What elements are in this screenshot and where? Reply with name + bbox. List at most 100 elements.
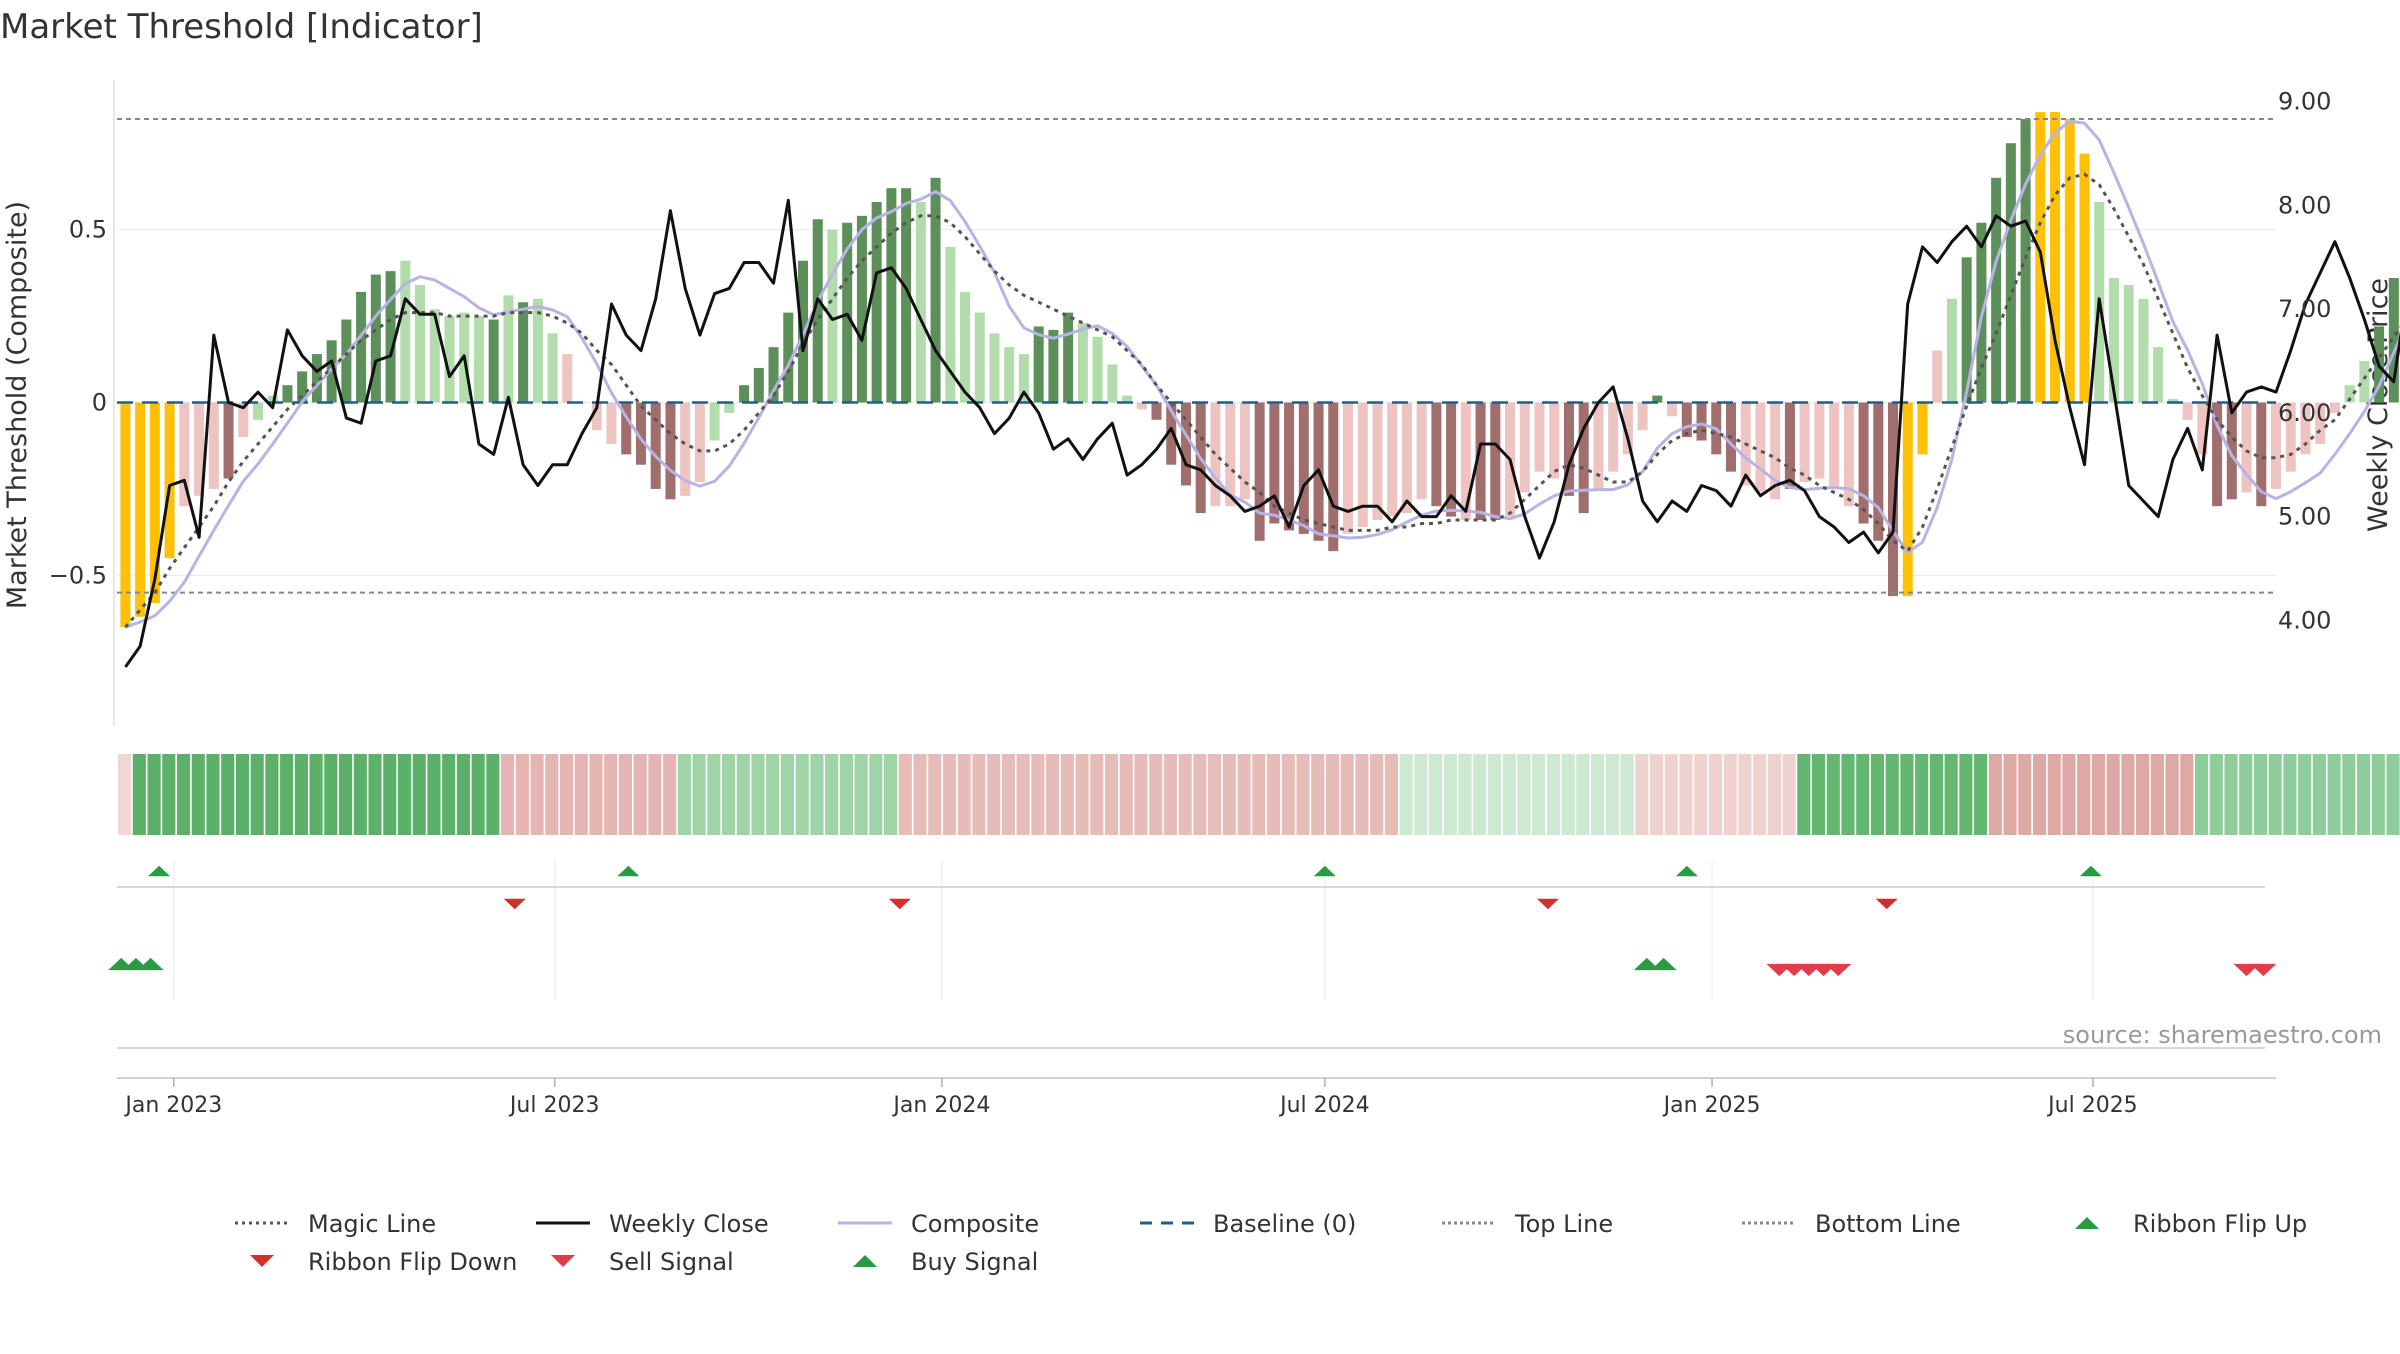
ribbon-cell: [1679, 754, 1693, 835]
ribbon-flip-up-marker: [148, 865, 171, 877]
ribbon-cell: [250, 754, 264, 835]
x-tick-label: Jul 2025: [2046, 1093, 2138, 1118]
composite-bar: [1519, 402, 1530, 493]
ribbon-cell: [1355, 754, 1369, 835]
legend-item: Composite: [838, 1210, 1039, 1238]
ribbon-cell: [589, 754, 603, 835]
legend-item: Bottom Line: [1742, 1210, 1961, 1238]
ribbon-cell: [2224, 754, 2238, 835]
composite-bar: [960, 291, 971, 403]
composite-bar: [1829, 402, 1840, 489]
ribbon-cell: [501, 754, 515, 835]
ribbon-cell: [987, 754, 1001, 835]
ribbon-cell: [1620, 754, 1634, 835]
ribbon-cell: [1664, 754, 1678, 835]
composite-bar: [1092, 336, 1103, 403]
ribbon-cell: [1473, 754, 1487, 835]
ribbon-cell: [1414, 754, 1428, 835]
composite-bar: [179, 402, 190, 507]
ribbon-flip-up-marker: [1313, 865, 1336, 877]
x-tick-label: Jan 2023: [123, 1093, 222, 1118]
ribbon-cell: [1222, 754, 1236, 835]
composite-bar: [1416, 402, 1427, 500]
ribbon-cell: [1237, 754, 1251, 835]
composite-bar: [2123, 284, 2134, 403]
composite-bar: [2197, 402, 2208, 455]
lines-layer: [117, 118, 2400, 668]
x-tick-label: Jan 2025: [1662, 1093, 1761, 1118]
ribbon-cell: [2032, 754, 2047, 835]
composite-bar: [842, 222, 853, 403]
sell-signal-marker: [2250, 963, 2277, 977]
composite-bar: [2226, 402, 2237, 500]
ribbon-cell: [176, 754, 191, 835]
composite-bar: [2270, 402, 2282, 489]
ribbon-cell: [1988, 754, 2002, 835]
composite-bar: [1843, 402, 1854, 507]
ribbon-cell: [1782, 754, 1796, 835]
composite-bar: [370, 274, 381, 403]
ribbon-cell: [1502, 754, 1516, 835]
composite-bar: [1225, 402, 1236, 507]
ribbon-cell: [191, 754, 205, 835]
legend-item: Buy Signal: [853, 1248, 1038, 1276]
ribbon-cell: [1001, 754, 1015, 835]
ribbon-cell: [1208, 754, 1222, 835]
composite-bar: [2212, 402, 2223, 507]
ribbon-cell: [1841, 754, 1855, 835]
ribbon-cell: [663, 754, 677, 835]
ribbon-cell: [574, 754, 588, 835]
ribbon-cell: [1487, 754, 1502, 835]
composite-bar: [547, 333, 558, 403]
buy-signal-marker: [137, 957, 164, 971]
ribbon-cell: [2180, 754, 2194, 835]
composite-bar: [709, 402, 720, 441]
legend-item: Top Line: [1442, 1210, 1613, 1238]
ribbon-cell: [810, 754, 824, 835]
ribbon-cell: [1193, 754, 1207, 835]
ribbon-cell: [2298, 754, 2312, 835]
ribbon-cell: [1090, 754, 1104, 835]
ribbon-cell: [1458, 754, 1472, 835]
ribbon-cell: [2136, 754, 2150, 835]
composite-bar: [341, 319, 352, 403]
composite-bar: [1652, 395, 1663, 403]
x-tick-label: Jul 2023: [508, 1093, 600, 1118]
ribbon-cell: [427, 754, 441, 835]
composite-bar: [1534, 402, 1545, 472]
bars-layer: [120, 112, 2399, 628]
legend-label: Top Line: [1514, 1210, 1613, 1238]
composite-bar: [1048, 329, 1059, 403]
y-tick-label: 0.5: [69, 216, 107, 244]
ribbon-cell: [869, 754, 883, 835]
composite-bar: [1991, 177, 2002, 403]
composite-bar: [488, 319, 499, 403]
composite-bar: [2315, 402, 2326, 444]
ribbon-cell: [1649, 754, 1664, 835]
ribbon-cell: [1605, 754, 1619, 835]
ribbon-cell: [1266, 754, 1281, 835]
composite-bar: [1608, 402, 1619, 472]
ribbon-cell: [825, 754, 839, 835]
composite-bar: [2167, 399, 2178, 403]
ribbon-cell: [795, 754, 809, 835]
legend-item: Magic Line: [235, 1210, 436, 1238]
legend-item: Ribbon Flip Down: [250, 1248, 517, 1276]
ribbon-cell: [1870, 754, 1885, 835]
ribbon-flip-up-marker: [1675, 865, 1698, 877]
composite-bar: [1328, 402, 1339, 552]
composite-bar: [650, 402, 661, 489]
ribbon-flip-down-marker: [1875, 898, 1898, 910]
composite-bar: [1961, 257, 1972, 403]
composite-bar: [783, 312, 794, 403]
ribbon-cell: [2386, 754, 2400, 835]
ribbon-cell: [707, 754, 721, 835]
composite-bar: [503, 295, 514, 403]
composite-bar: [429, 309, 440, 403]
ribbon-cell: [147, 754, 161, 835]
composite-bar: [223, 402, 234, 479]
composite-bar: [2256, 402, 2267, 507]
ribbon-cell: [928, 754, 942, 835]
ribbon-cell: [1296, 754, 1310, 835]
composite-bar: [1401, 402, 1412, 514]
